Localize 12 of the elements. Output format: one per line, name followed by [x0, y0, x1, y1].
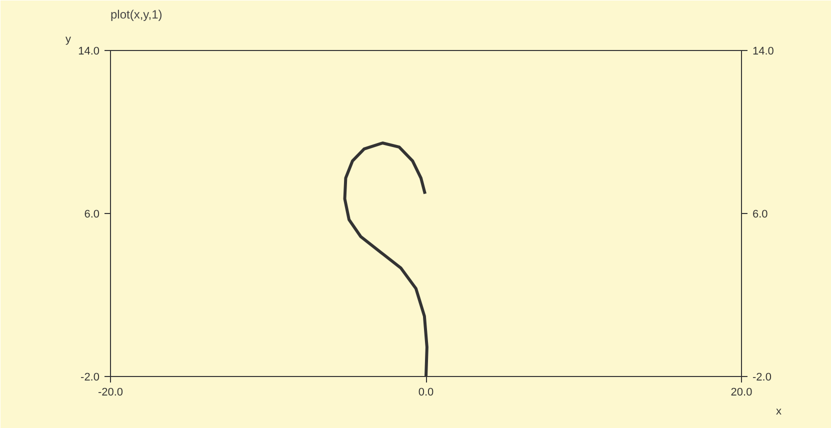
y-axis-title: y [66, 34, 72, 46]
x-axis-title: x [776, 406, 782, 418]
chart-title: plot(x,y,1) [110, 8, 162, 22]
x-tick-label: -20.0 [98, 386, 124, 398]
x-tick-label: 20.0 [730, 386, 752, 398]
y-tick-label: 14.0 [78, 46, 100, 58]
y-tick-label: -2.0 [80, 372, 100, 384]
y2-tick-label: 6.0 [752, 208, 768, 220]
y-tick-label: 6.0 [84, 208, 100, 220]
x-tick-label: 0.0 [418, 386, 434, 398]
y2-tick-label: -2.0 [752, 372, 772, 384]
y2-tick-label: 14.0 [752, 46, 774, 58]
